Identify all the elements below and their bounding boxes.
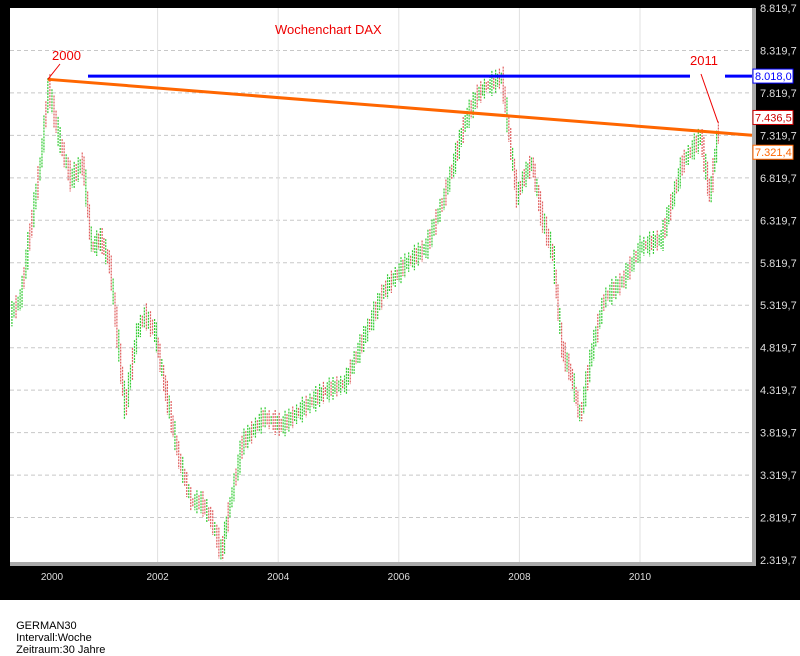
last-price-tag: 7.436,5 [755, 112, 792, 124]
y-tick-label: 7.319,7 [760, 130, 797, 142]
y-tick-label: 5.319,7 [760, 300, 797, 312]
y-tick-label: 4.319,7 [760, 385, 797, 397]
trendline [47, 77, 753, 137]
label-2000: 2000 [52, 48, 81, 63]
x-tick-label: 2006 [388, 572, 411, 583]
resistance-price-tag: 8.018,0 [755, 71, 792, 83]
x-tick-label: 2000 [41, 572, 64, 583]
y-tick-label: 2.819,7 [760, 513, 797, 525]
y-tick-label: 6.319,7 [760, 215, 797, 227]
right-frame [752, 8, 756, 565]
pointer-2011 [700, 73, 719, 123]
pointer-2000 [47, 63, 61, 80]
y-tick-label: 8.319,7 [760, 45, 797, 57]
last-price-tag-box [752, 109, 794, 125]
y-tick-label: 4.819,7 [760, 343, 797, 355]
interval-label: Intervall:Woche [16, 632, 92, 644]
period-label: Zeitraum:30 Jahre [16, 644, 106, 656]
y-tick-label: 5.819,7 [760, 258, 797, 270]
resistance-price-tag-box [752, 68, 794, 84]
dax-chart: Wochenchart DAX 2000 2011 2.319,7 2.819,7… [0, 0, 800, 600]
status-bar: GERMAN30 Intervall:Woche Zeitraum:30 Jah… [10, 608, 115, 656]
y-tick-label: 3.319,7 [760, 470, 797, 482]
y-tick-label: 2.319,7 [760, 555, 797, 567]
x-tick-label: 2010 [629, 572, 652, 583]
y-tick-label: 3.819,7 [760, 428, 797, 440]
x-tick-label: 2004 [267, 572, 290, 583]
y-tick-label: 6.819,7 [760, 173, 797, 185]
x-tick-label: 2002 [146, 572, 169, 583]
trendline-price-tag-box [752, 144, 794, 160]
symbol-label: GERMAN30 [16, 620, 77, 632]
trendline-price-tag: 7.321,4 [755, 147, 792, 159]
plot-area [10, 8, 752, 562]
y-tick-label: 8.819,7 [760, 3, 797, 15]
bottom-frame [10, 562, 756, 566]
y-tick-label: 7.819,7 [760, 88, 797, 100]
chart-title: Wochenchart DAX [275, 22, 382, 37]
label-2011: 2011 [690, 53, 718, 68]
x-tick-label: 2008 [508, 572, 531, 583]
